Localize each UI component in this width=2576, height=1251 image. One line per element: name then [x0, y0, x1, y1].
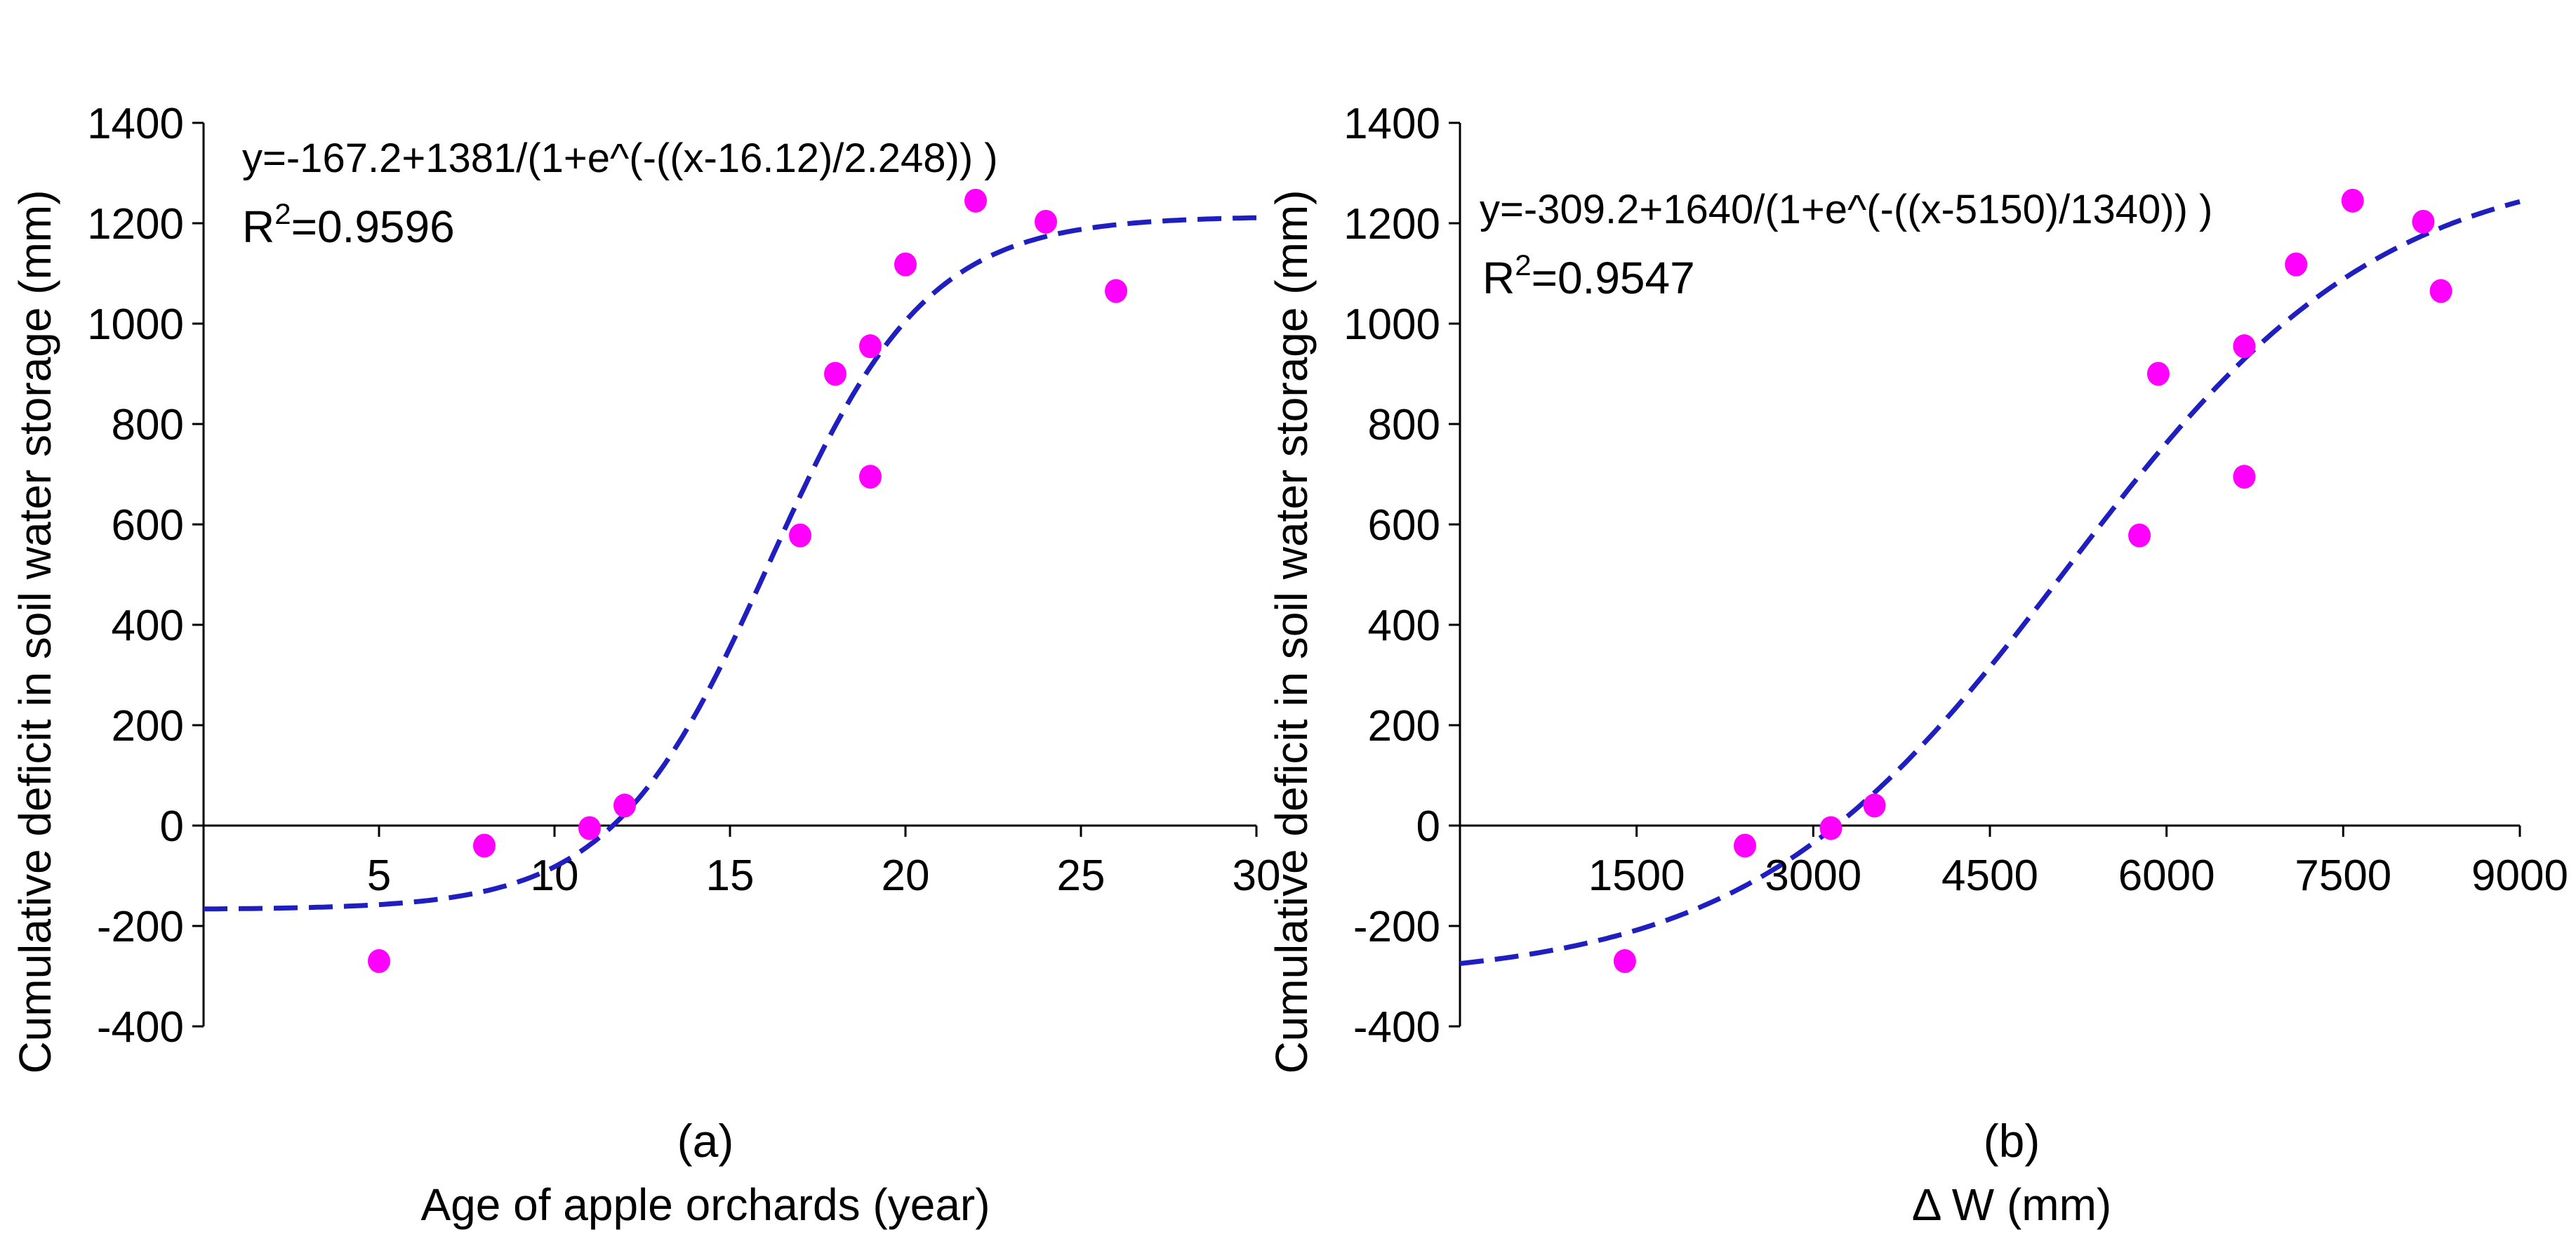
x-tick-label: 25	[1057, 852, 1106, 900]
x-tick-label: 7500	[2295, 852, 2391, 900]
r-squared-label: R2=0.9547	[1482, 249, 1695, 303]
data-point	[2341, 188, 2364, 213]
x-axis-label: Δ W (mm)	[1912, 1179, 2111, 1230]
y-tick-label: -200	[1353, 903, 1440, 951]
data-point	[2146, 362, 2170, 386]
r-squared-r: R	[242, 201, 274, 252]
data-point	[1105, 279, 1127, 303]
y-tick-label: 1200	[87, 200, 184, 249]
y-tick-label: 0	[160, 802, 184, 851]
data-point	[824, 362, 847, 386]
data-point	[2233, 334, 2256, 359]
panel-label: (a)	[677, 1115, 734, 1167]
fit-equation: y=-309.2+1640/(1+e^(-((x-5150)/1340)) )	[1480, 187, 2212, 232]
data-point	[2412, 209, 2435, 234]
y-axis-label: Cumulative deficit in soil water storage…	[10, 190, 60, 1073]
x-tick-label: 9000	[2471, 852, 2568, 900]
data-point	[789, 523, 811, 548]
chart-panel-a: Cumulative deficit in soil water storage…	[10, 100, 1280, 1230]
x-tick-label: 20	[882, 852, 930, 900]
x-tick-label: 4500	[1941, 852, 2038, 900]
r-squared-value: =0.9596	[291, 201, 455, 252]
y-tick-label: 800	[112, 401, 184, 449]
y-tick-label: 600	[1368, 501, 1440, 550]
data-point	[859, 465, 882, 489]
y-tick-label: 400	[1368, 602, 1440, 650]
y-tick-label: 200	[1368, 702, 1440, 750]
y-tick-label: 600	[112, 501, 184, 550]
y-tick-label: 1200	[1343, 200, 1440, 249]
r-squared-value: =0.9547	[1532, 253, 1695, 303]
chart-panel-b: Cumulative deficit in soil water storage…	[1266, 100, 2568, 1230]
y-tick-label: -400	[97, 1003, 184, 1052]
data-point	[859, 334, 882, 359]
data-point	[894, 252, 917, 277]
r-squared-superscript: 2	[1515, 249, 1531, 282]
x-tick-label: 30	[1233, 852, 1281, 900]
data-point	[473, 833, 496, 858]
x-tick-label: 15	[706, 852, 755, 900]
y-tick-label: 200	[112, 702, 184, 750]
x-tick-label: 5	[367, 852, 391, 900]
y-axis-label: Cumulative deficit in soil water storage…	[1266, 190, 1317, 1073]
data-point	[1613, 949, 1636, 974]
x-tick-label: 1500	[1588, 852, 1685, 900]
data-point	[2429, 279, 2452, 303]
data-point	[578, 816, 601, 840]
data-point	[368, 949, 390, 974]
data-point	[1863, 793, 1886, 818]
data-point	[1035, 209, 1057, 234]
fit-curve	[203, 215, 1257, 912]
y-tick-label: 1000	[87, 300, 184, 349]
x-tick-label: 6000	[2118, 852, 2215, 900]
data-point	[613, 793, 636, 818]
y-tick-label: 1400	[1343, 100, 1440, 148]
data-point	[1819, 816, 1843, 840]
x-axis-label: Age of apple orchards (year)	[420, 1179, 990, 1230]
x-tick-label: 3000	[1765, 852, 1861, 900]
r-squared-superscript: 2	[274, 197, 291, 230]
data-point	[1734, 833, 1757, 858]
data-point	[2285, 252, 2308, 277]
y-tick-label: 1000	[1343, 300, 1440, 349]
y-tick-label: 400	[112, 602, 184, 650]
panel-label: (b)	[1984, 1115, 2040, 1167]
r-squared-label: R2=0.9596	[242, 197, 455, 252]
y-tick-label: 800	[1368, 401, 1440, 449]
y-tick-label: -200	[97, 903, 184, 951]
y-tick-label: 1400	[87, 100, 184, 148]
data-point	[964, 188, 987, 213]
r-squared-r: R	[1482, 253, 1515, 303]
y-tick-label: 0	[1416, 802, 1440, 851]
y-tick-label: -400	[1353, 1003, 1440, 1052]
data-point	[2128, 523, 2151, 548]
data-point	[2233, 465, 2256, 489]
fit-curve	[1459, 199, 2521, 966]
fit-equation: y=-167.2+1381/(1+e^(-((x-16.12)/2.248)) …	[242, 135, 998, 181]
